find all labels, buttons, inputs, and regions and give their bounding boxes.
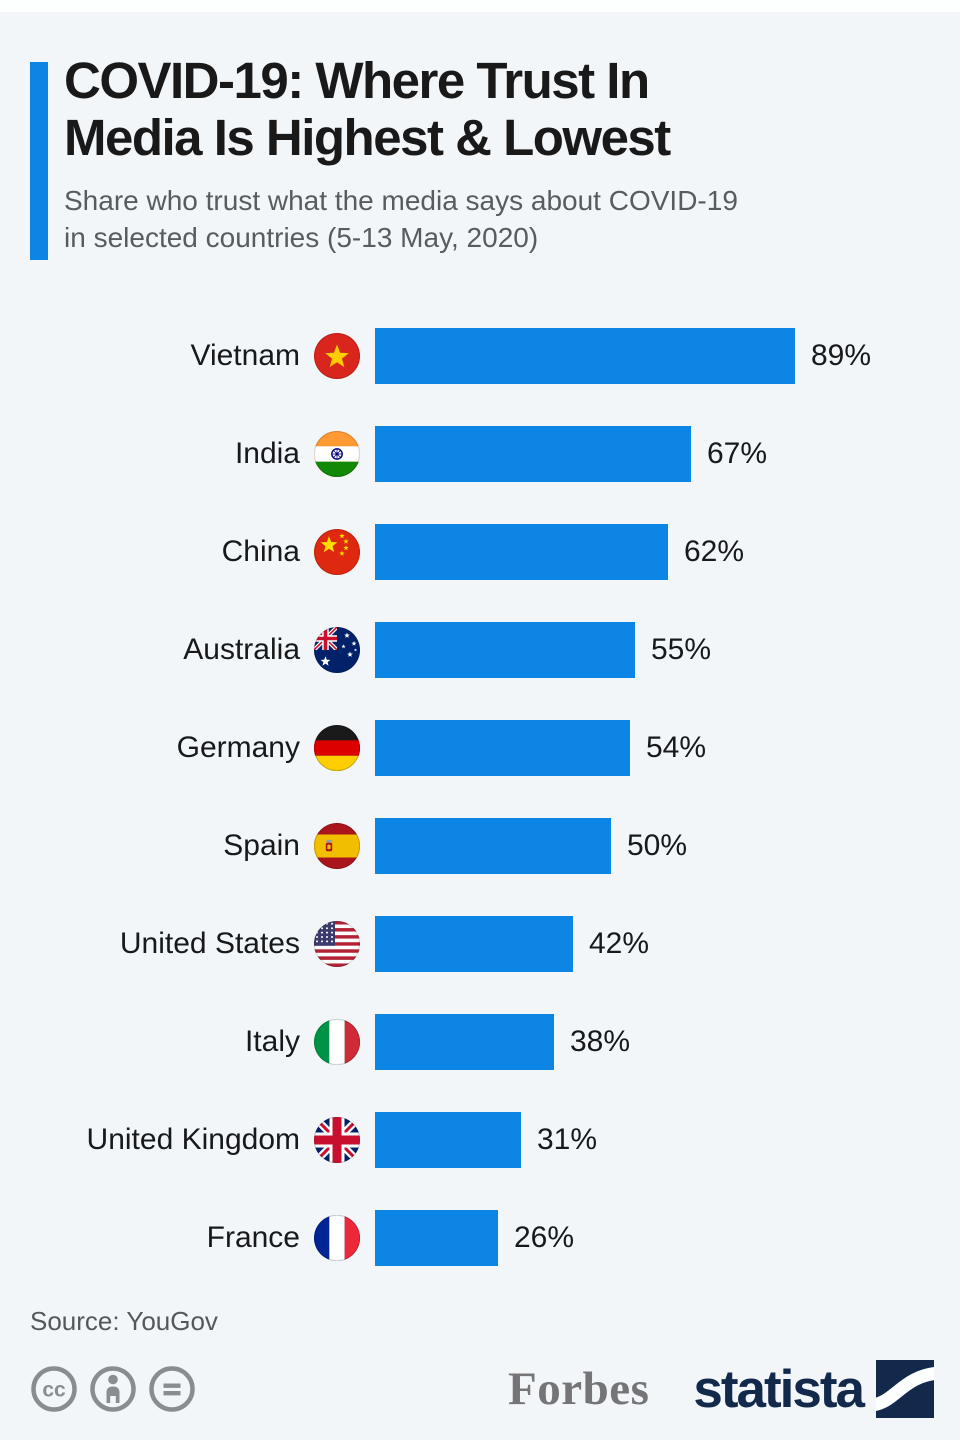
value-label: 54%: [646, 731, 707, 764]
value-label: 55%: [651, 633, 712, 666]
no-derivatives-icon: [149, 1366, 195, 1412]
chart-row: Spain 50%: [0, 797, 960, 895]
country-label: Australia: [183, 633, 300, 666]
bar: [375, 1112, 521, 1168]
country-label: Spain: [223, 829, 300, 862]
title-accent-bar: [30, 62, 48, 260]
bar: [375, 328, 795, 384]
country-label: Italy: [244, 1025, 300, 1058]
footer: cc Forbes statista: [30, 1358, 934, 1420]
country-label: India: [234, 437, 300, 470]
statista-logo: statista: [693, 1359, 934, 1420]
license-icons: cc: [30, 1365, 207, 1413]
country-label: United States: [119, 927, 300, 960]
top-strip: [0, 0, 960, 12]
statista-logo-mark-icon: [876, 1360, 934, 1418]
bar: [375, 426, 691, 482]
value-label: 62%: [684, 535, 745, 568]
de-flag-icon: [314, 725, 360, 771]
subtitle-line-2: in selected countries (5-13 May, 2020): [64, 222, 539, 254]
au-flag-icon: [314, 627, 360, 673]
chart-row: Italy 38%: [0, 993, 960, 1091]
header: COVID-19: Where Trust In Media Is Highest…: [30, 52, 930, 260]
chart-row: United States 42%: [0, 895, 960, 993]
country-label: China: [221, 535, 300, 568]
chart-row: Australia 55%: [0, 601, 960, 699]
page-title: COVID-19: Where Trust In Media Is Highest…: [64, 52, 930, 166]
in-flag-icon: [314, 431, 360, 477]
chart-row: United Kingdom 31%: [0, 1091, 960, 1189]
bar: [375, 818, 611, 874]
value-label: 31%: [537, 1123, 598, 1156]
country-label: Germany: [176, 731, 300, 764]
gb-flag-icon: [314, 1117, 360, 1163]
country-label: United Kingdom: [86, 1123, 300, 1156]
subtitle-line-1: Share who trust what the media says abou…: [64, 185, 738, 217]
value-label: 89%: [811, 339, 872, 372]
bar-chart: Vietnam 89% India 67% China 62%: [0, 307, 960, 1287]
creative-commons-icon: cc: [31, 1366, 77, 1412]
chart-row: France 26%: [0, 1189, 960, 1287]
es-flag-icon: [314, 823, 360, 869]
value-label: 67%: [707, 437, 768, 470]
bar: [375, 622, 635, 678]
chart-subtitle: Share who trust what the media says abou…: [64, 182, 930, 256]
source-text: Source: YouGov: [30, 1306, 218, 1336]
country-label: Vietnam: [190, 339, 300, 372]
chart-row: China 62%: [0, 503, 960, 601]
us-flag-icon: [314, 921, 360, 967]
value-label: 50%: [627, 829, 688, 862]
statista-wordmark: statista: [693, 1359, 865, 1419]
fr-flag-icon: [314, 1215, 360, 1261]
chart-row: India 67%: [0, 405, 960, 503]
bar: [375, 1014, 554, 1070]
bar: [375, 720, 630, 776]
bar: [375, 916, 573, 972]
vn-flag-icon: [314, 333, 360, 379]
country-label: France: [206, 1221, 300, 1254]
title-line-2: Media Is Highest & Lowest: [64, 109, 671, 167]
bar: [375, 524, 668, 580]
svg-text:cc: cc: [42, 1379, 66, 1402]
forbes-logo: Forbes: [508, 1363, 650, 1415]
it-flag-icon: [314, 1019, 360, 1065]
chart-row: Germany 54%: [0, 699, 960, 797]
cn-flag-icon: [314, 529, 360, 575]
attribution-icon: [90, 1366, 136, 1412]
value-label: 26%: [514, 1221, 575, 1254]
value-label: 42%: [589, 927, 650, 960]
value-label: 38%: [570, 1025, 631, 1058]
chart-row: Vietnam 89%: [0, 307, 960, 405]
title-line-1: COVID-19: Where Trust In: [64, 52, 650, 109]
bar: [375, 1210, 498, 1266]
